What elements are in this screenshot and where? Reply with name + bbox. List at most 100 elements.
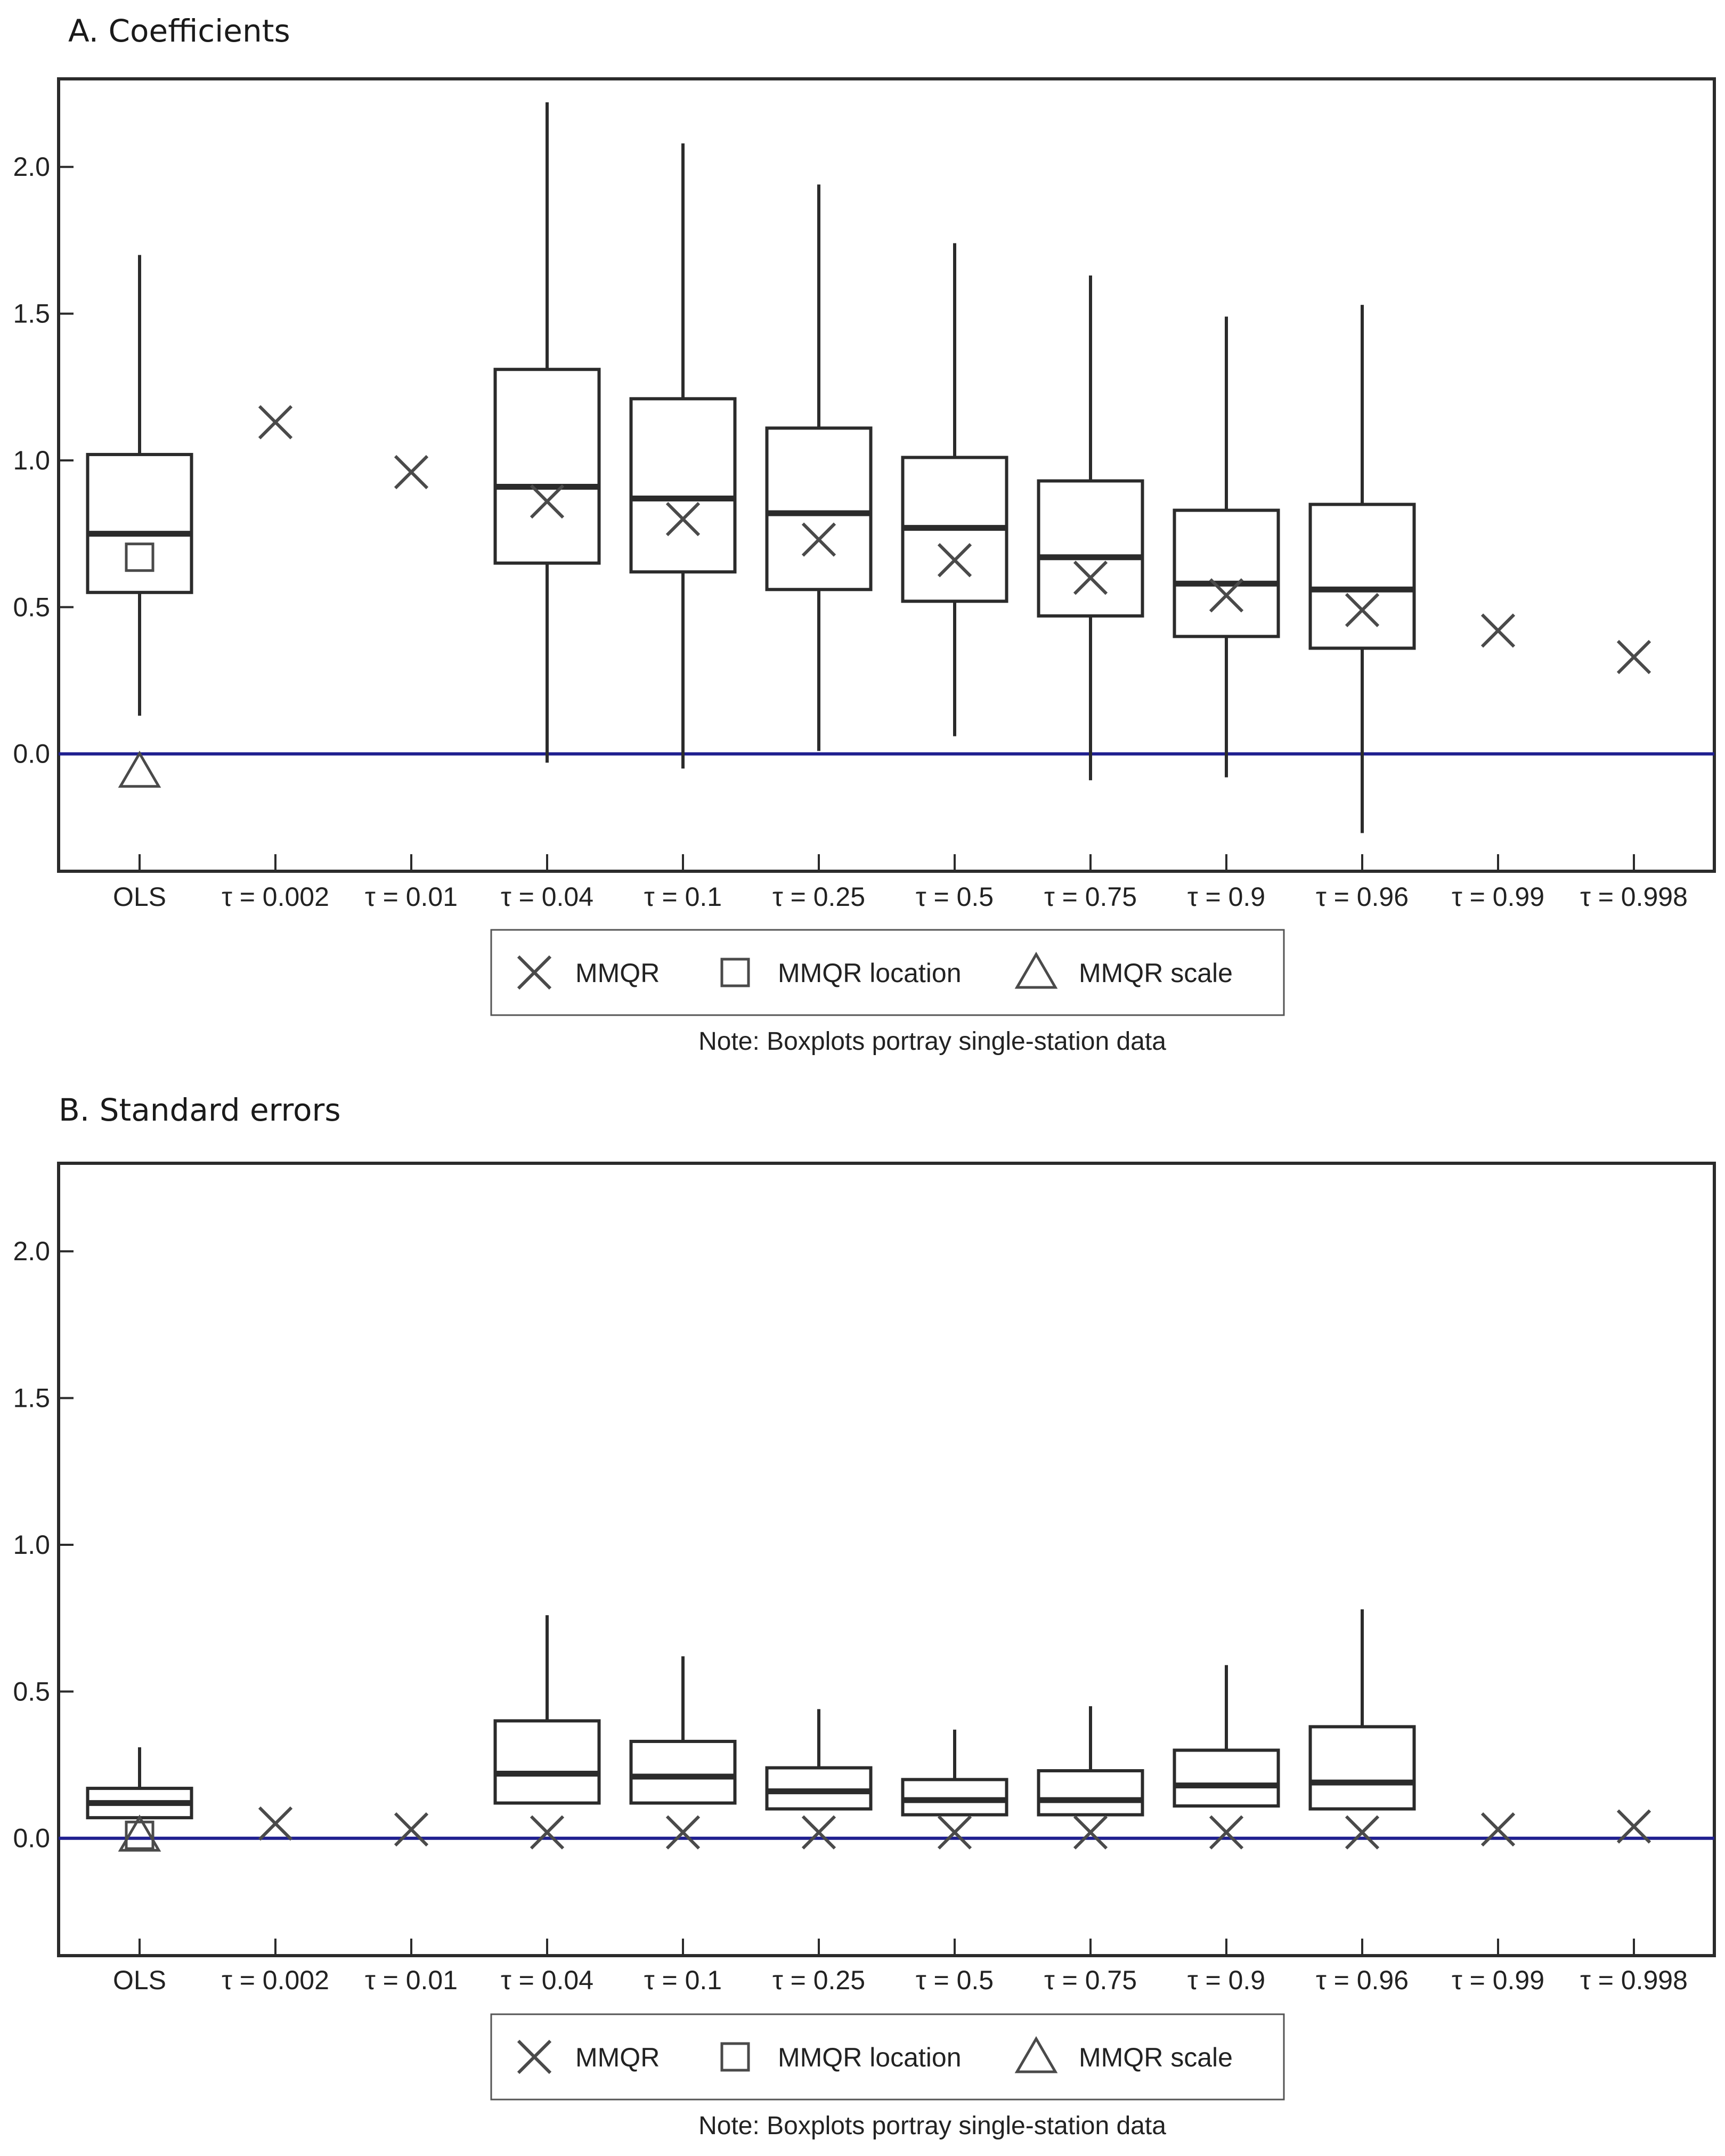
interquartile-box [629,1739,737,1805]
boxplot--0-04 [493,102,601,763]
mmqr-x-marker [1209,1815,1244,1850]
mmqr-x-marker [801,522,836,557]
boxplot--0-1 [629,143,737,769]
boxplot-OLS [86,255,193,716]
chart-panel-coefficients: A. Coefficients 0.0 0.5 1.0 1.5 2.0 OLS τ = 0.0… [13,13,1716,1056]
x-category-label: τ = 0.96 [1316,1965,1409,1995]
x-category-label: τ = 0.99 [1452,1965,1544,1995]
x-category-label: τ = 0.25 [772,882,865,912]
x-category-label: OLS [113,882,166,912]
mmqr-x-marker [937,1815,972,1850]
x-category-label: τ = 0.04 [501,882,593,912]
panel-title: A. Coefficients [68,13,290,49]
y-tick-label: 0.0 [13,1823,50,1853]
legend-label: MMQR scale [1079,958,1233,988]
boxplot-OLS [86,1747,193,1820]
mmqr-x-marker [1480,613,1516,648]
legend-label: MMQR scale [1079,2042,1233,2072]
figure-note: Note: Boxplots portray single-station da… [698,2112,1166,2140]
interquartile-box [1173,508,1280,638]
mmqr-x-marker [1073,561,1108,595]
figure-note: Note: Boxplots portray single-station da… [698,1027,1166,1056]
x-category-label: τ = 0.1 [644,1965,722,1995]
boxplot--0-9 [1173,1665,1280,1808]
mmqr-x-marker [801,1815,836,1850]
x-category-label: τ = 0.99 [1452,882,1544,912]
mmqr-x-marker [1616,639,1651,675]
panel-title: B. Standard errors [59,1092,341,1128]
y-tick-label: 1.0 [13,1530,50,1560]
y-tick-label: 1.0 [13,445,50,475]
x-category-label: τ = 0.25 [772,1965,865,1995]
legend-label: MMQR location [778,2042,962,2072]
legend-label: MMQR [575,958,660,988]
mmqr-x-marker [1345,593,1380,627]
y-tick-label: 2.0 [13,152,50,182]
mmqr-x-marker [258,1806,293,1841]
boxplot--0-1 [629,1656,737,1805]
legend-square-icon [720,2042,750,2072]
interquartile-box [1037,479,1144,618]
interquartile-box [493,368,601,565]
mmqr-x-marker [1345,1815,1380,1850]
plot-frame [57,77,1716,873]
legend-triangle-icon [1014,2036,1058,2073]
mmqr-x-marker [530,1815,565,1850]
x-category-label: τ = 0.002 [222,882,329,912]
x-category-label: τ = 0.01 [365,1965,458,1995]
y-tick-label: 0.5 [13,1676,50,1706]
mmqr-location-square-marker [125,542,154,572]
y-tick-label: 0.0 [13,739,50,769]
mmqr-x-marker [1480,1812,1516,1847]
x-category-label: τ = 0.9 [1187,882,1265,912]
interquartile-box [1308,1725,1416,1811]
boxplot--0-5 [901,1729,1008,1817]
mmqr-location-square-marker [125,1820,154,1850]
legend-x-icon [517,955,552,990]
mmqr-x-marker [1073,1815,1108,1850]
chart-panel-standard-errors: B. Standard errors 0.0 0.5 1.0 1.5 2.0 OLS τ = … [13,1092,1716,2140]
x-category-label: τ = 0.96 [1316,882,1409,912]
interquartile-box [1173,1748,1280,1808]
interquartile-box [493,1719,601,1805]
x-category-label: τ = 0.01 [365,882,458,912]
mmqr-x-marker [394,1812,429,1847]
boxplot--0-96 [1308,305,1416,833]
interquartile-box [1308,502,1416,650]
mmqr-x-marker [530,484,565,519]
x-category-label: τ = 0.9 [1187,1965,1265,1995]
mmqr-x-marker [937,543,972,578]
boxplot--0-04 [493,1615,601,1805]
x-category-label: τ = 0.5 [916,882,994,912]
x-category-label: τ = 0.1 [644,882,722,912]
mmqr-x-marker [1209,578,1244,613]
legend-box: MMQR MMQR location MMQR scale [490,929,1285,1016]
boxplot--0-25 [765,184,873,751]
boxplot--0-75 [1037,275,1144,781]
x-category-label: τ = 0.002 [222,1965,329,1995]
legend-box: MMQR MMQR location MMQR scale [490,2013,1285,2101]
legend-frame [490,929,1285,1016]
mmqr-x-marker [394,455,429,490]
interquartile-box [1037,1769,1144,1817]
y-tick-label: 1.5 [13,299,50,329]
interquartile-box [765,426,873,591]
boxplot--0-5 [901,243,1008,736]
mmqr-x-marker [258,405,293,440]
y-tick-label: 0.5 [13,592,50,622]
y-tick-label: 1.5 [13,1383,50,1413]
x-category-label: OLS [113,1965,166,1995]
y-tick-label: 2.0 [13,1236,50,1266]
boxplot--0-9 [1173,317,1280,777]
mmqr-x-marker [1616,1809,1651,1844]
boxplot--0-96 [1308,1609,1416,1811]
x-category-label: τ = 0.04 [501,1965,593,1995]
interquartile-box [629,397,737,574]
interquartile-box [765,1766,873,1811]
legend-square-icon [720,958,750,987]
mmqr-x-marker [665,1815,701,1850]
legend-label: MMQR [575,2042,660,2072]
mmqr-scale-triangle-marker [118,750,161,788]
interquartile-box [901,1778,1008,1817]
